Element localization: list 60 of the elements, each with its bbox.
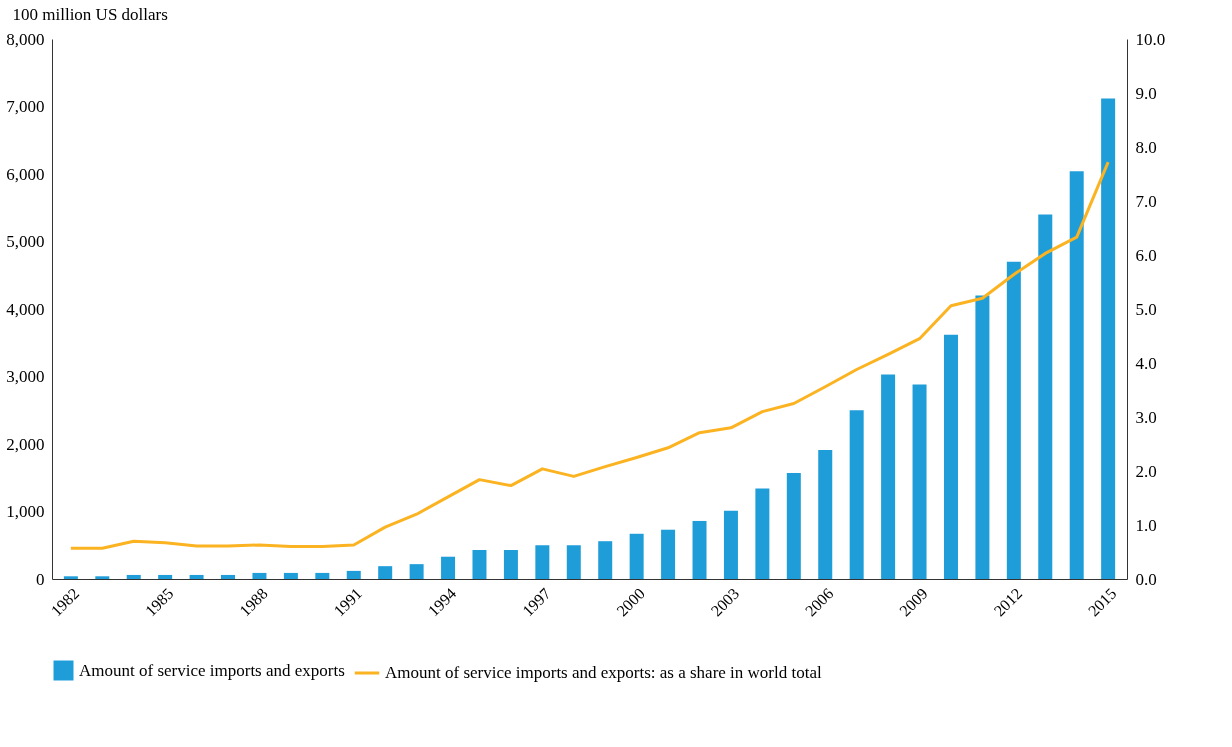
bar	[1006, 261, 1021, 579]
bar	[912, 384, 927, 579]
y-tick-label: 7,000	[6, 97, 45, 116]
y-tick-label: 2,000	[6, 434, 45, 454]
bar	[441, 556, 456, 579]
y-tick-label: 4,000	[6, 299, 45, 319]
bar	[315, 572, 330, 579]
y-tick-label: 3,000	[6, 367, 45, 386]
bar	[63, 576, 78, 579]
y2-tick-label: 1.0	[1135, 515, 1157, 535]
bar	[158, 574, 173, 579]
bar	[943, 334, 958, 579]
bar	[723, 510, 738, 579]
y-tick-label: 1,000	[6, 502, 45, 521]
bar	[252, 572, 267, 579]
y-tick-label: 5,000	[6, 232, 45, 251]
line-series	[69, 160, 1110, 550]
x-tick-label: 1982	[47, 584, 83, 620]
bar	[1101, 98, 1116, 579]
x-tick-label: 1991	[330, 584, 366, 620]
bar	[189, 574, 204, 579]
bar	[818, 450, 833, 579]
bar	[849, 410, 864, 579]
bar	[472, 549, 487, 579]
bar	[661, 529, 676, 579]
bar	[126, 574, 141, 579]
y2-tick-label: 7.0	[1135, 191, 1157, 211]
y-tick-label: 8,000	[6, 29, 45, 49]
y2-tick-label: 0.0	[1135, 569, 1157, 589]
legend-label: Amount of service imports and exports: as a share in world total	[385, 663, 822, 682]
bar	[378, 566, 393, 579]
y-tick-label: 0	[36, 569, 45, 589]
y-axis-title: 100 million US dollars	[12, 4, 168, 24]
bar	[881, 374, 896, 579]
bar	[283, 572, 298, 579]
bar	[692, 520, 707, 579]
y2-tick-label: 5.0	[1135, 299, 1157, 319]
bar	[629, 533, 644, 579]
y2-tick-label: 3.0	[1135, 407, 1157, 427]
bar	[786, 473, 801, 579]
bar	[221, 574, 236, 579]
y2-tick-label: 9.0	[1135, 83, 1157, 103]
y-tick-label: 6,000	[6, 164, 45, 184]
y2-tick-label: 6.0	[1135, 245, 1157, 265]
y2-tick-label: 2.0	[1135, 461, 1157, 481]
y2-tick-label: 10.0	[1135, 29, 1166, 49]
bar	[95, 576, 110, 579]
bar	[1038, 214, 1053, 579]
y2-tick-label: 8.0	[1135, 137, 1157, 157]
bar	[598, 541, 613, 579]
legend-label: Amount of service imports and exports	[79, 660, 345, 680]
bar	[409, 564, 424, 579]
bar	[503, 549, 518, 579]
y2-tick-label: 4.0	[1135, 353, 1157, 373]
bar	[566, 545, 581, 579]
bar	[1069, 171, 1084, 579]
bar	[535, 545, 550, 579]
bar	[975, 295, 990, 579]
bar	[346, 570, 361, 579]
bar	[755, 488, 770, 579]
